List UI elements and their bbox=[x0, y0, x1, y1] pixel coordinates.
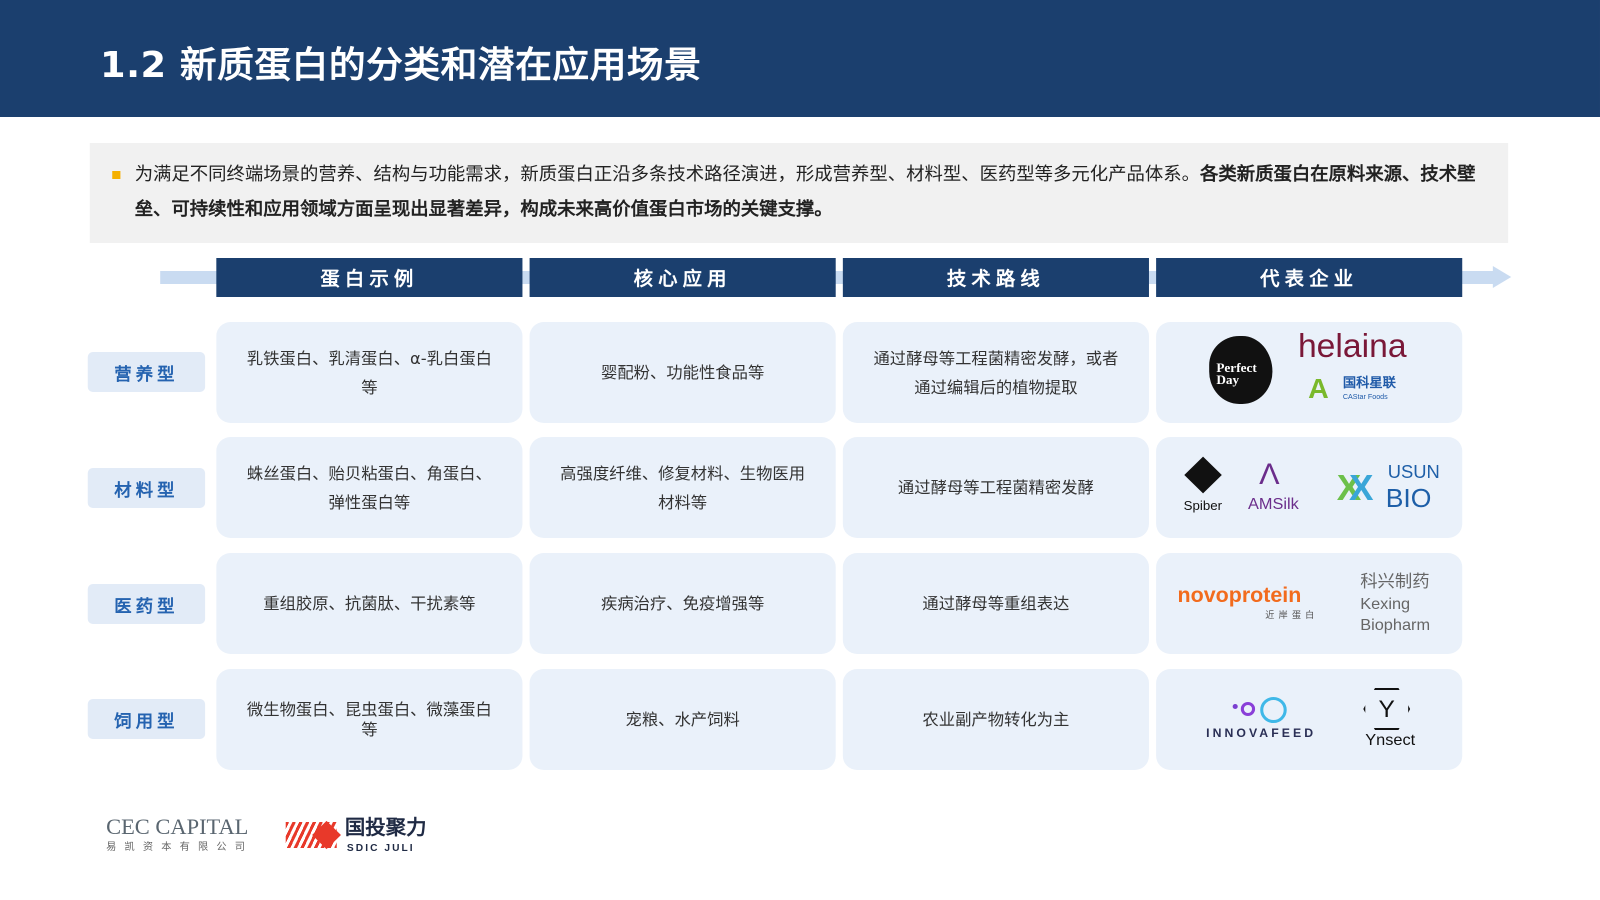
title-bar: 1.2 新质蛋白的分类和潜在应用场景 bbox=[0, 0, 1600, 117]
cell-examples: 微生物蛋白、昆虫蛋白、微藻蛋白等 bbox=[216, 669, 523, 770]
cell-tech: 通过酵母等工程菌精密发酵，或者通过编辑后的植物提取 bbox=[842, 322, 1149, 423]
spiber-logo: Spiber bbox=[1183, 498, 1223, 513]
usun-logo: USUN bbox=[1387, 462, 1440, 482]
cell-companies bbox=[1156, 322, 1463, 423]
cec-capital-logo: CEC CAPITAL bbox=[106, 814, 249, 839]
helaina-logo: helaina bbox=[1297, 327, 1407, 364]
column-header-companies: 代表企业 bbox=[1156, 258, 1463, 297]
bullet-icon bbox=[112, 171, 121, 179]
innovafeed-logo: INNOVAFEED bbox=[1206, 726, 1317, 740]
bio-logo: BIO bbox=[1385, 483, 1432, 513]
arrow-head-icon bbox=[1492, 266, 1512, 288]
intro-bold-text: 各类新质蛋白在原料来源、技术壁垒、可持续性和应用领域方面呈现出显著差异，构成未来… bbox=[134, 164, 1476, 220]
castar-icon: A bbox=[1308, 373, 1329, 404]
column-header-application: 核心应用 bbox=[529, 258, 836, 297]
cell-companies bbox=[1156, 669, 1463, 770]
cell-application: 婴配粉、功能性食品等 bbox=[529, 322, 836, 423]
novoprotein-logo: novoprotein bbox=[1177, 584, 1302, 607]
amsilk-icon: Λ bbox=[1259, 458, 1280, 491]
cell-tech: 通过酵母等工程菌精密发酵 bbox=[842, 437, 1149, 538]
intro-box: 为满足不同终端场景的营养、结构与功能需求，新质蛋白正沿多条技术路径演进，形成营养… bbox=[89, 143, 1509, 243]
cell-companies bbox=[1156, 553, 1463, 654]
cell-tech: 通过酵母等重组表达 bbox=[842, 553, 1149, 654]
intro-text: 为满足不同终端场景的营养、结构与功能需求，新质蛋白正沿多条技术路径演进，形成营养… bbox=[134, 164, 1200, 185]
column-header-tech: 技术路线 bbox=[842, 258, 1149, 297]
cell-application: 疾病治疗、免疫增强等 bbox=[529, 553, 836, 654]
kexing-en: Kexing bbox=[1360, 596, 1411, 613]
cell-application: 高强度纤维、修复材料、生物医用材料等 bbox=[529, 437, 836, 538]
cell-examples: 重组胶原、抗菌肽、干扰素等 bbox=[216, 553, 523, 654]
column-header-examples: 蛋白示例 bbox=[216, 258, 523, 297]
biopharm-en: Biopharm bbox=[1360, 617, 1431, 634]
amsilk-logo: AMSilk bbox=[1247, 496, 1299, 513]
novoprotein-cn: 近岸蛋白 bbox=[1265, 610, 1319, 620]
castar-logo-cn: 国科星联 bbox=[1342, 375, 1396, 390]
row-label-material: 材料型 bbox=[87, 468, 206, 508]
cec-capital-cn: 易凯资本有限公司 bbox=[106, 842, 254, 853]
sdic-logo-en: SDIC JULI bbox=[346, 843, 415, 854]
innovafeed-big-circle-icon bbox=[1260, 697, 1287, 723]
row-label-pharma: 医药型 bbox=[87, 584, 206, 624]
cell-examples: 蛛丝蛋白、贻贝粘蛋白、角蛋白、弹性蛋白等 bbox=[216, 437, 523, 538]
innovafeed-small-circle-icon bbox=[1240, 702, 1256, 716]
cell-examples: 乳铁蛋白、乳清蛋白、α-乳白蛋白等 bbox=[216, 322, 523, 423]
page-title: 1.2 新质蛋白的分类和潜在应用场景 bbox=[99, 45, 702, 86]
row-label-nutrition: 营养型 bbox=[87, 352, 206, 392]
ynsect-icon: Y bbox=[1363, 688, 1411, 730]
sdic-logo-cn: 国投聚力 bbox=[344, 817, 427, 839]
kexing-cn: 科兴制药 bbox=[1360, 572, 1430, 591]
ynsect-logo: Ynsect bbox=[1365, 732, 1416, 749]
cell-tech: 农业副产物转化为主 bbox=[842, 669, 1149, 770]
usun-icon: XX bbox=[1336, 468, 1374, 508]
cell-application: 宠粮、水产饲料 bbox=[529, 669, 836, 770]
perfect-day-logo: Perfect Day bbox=[1209, 336, 1273, 404]
row-label-feed: 饲用型 bbox=[87, 699, 206, 739]
castar-logo-en: CAStar Foods bbox=[1342, 394, 1388, 401]
innovafeed-dot-icon bbox=[1232, 704, 1238, 709]
